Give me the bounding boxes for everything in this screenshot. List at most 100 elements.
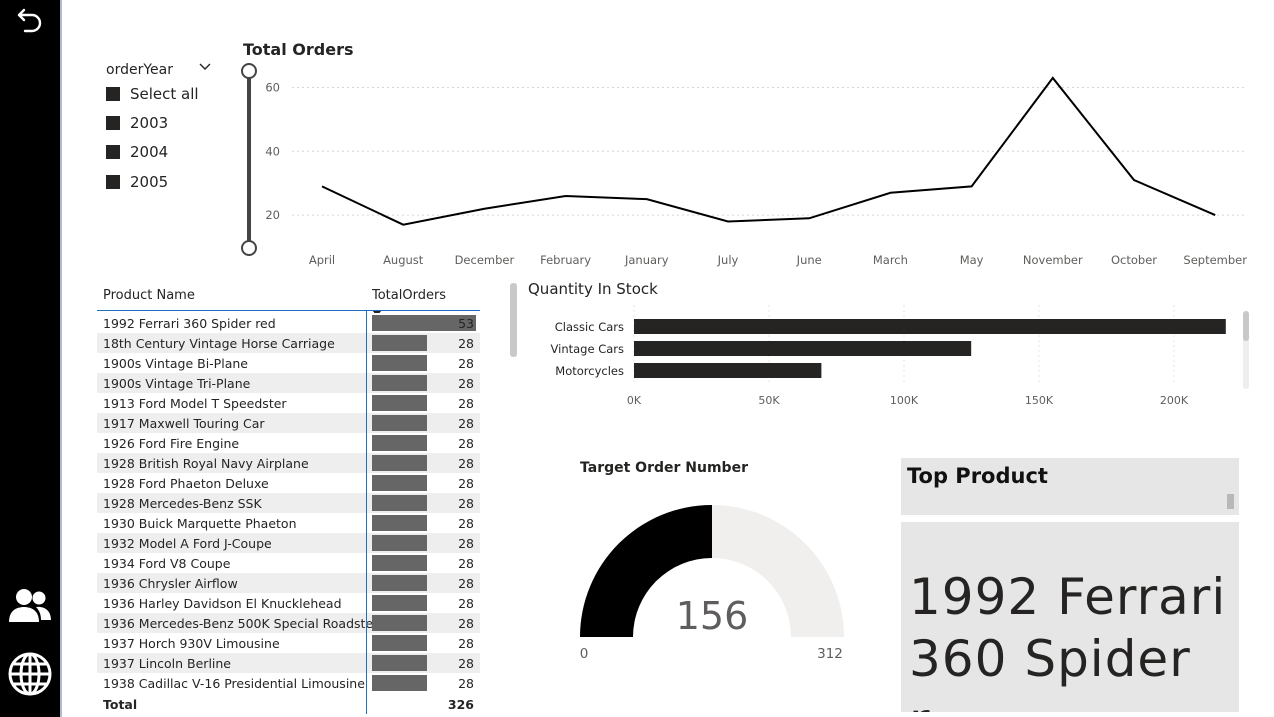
order-year-slicer: orderYear Select all 2003 2004 2005 [100, 56, 230, 206]
product-name-cell: 1937 Horch 930V Limousine [103, 636, 280, 651]
scrollbar[interactable] [510, 283, 517, 357]
slicer-item-select-all[interactable]: Select all [106, 83, 199, 105]
table-row[interactable]: 1926 Ford Fire Engine 28 [97, 433, 480, 453]
table-row[interactable]: 1917 Maxwell Touring Car 28 [97, 413, 480, 433]
data-bar [372, 555, 427, 571]
top-product-value-card: 1992 Ferrari 360 Spider r... [901, 522, 1239, 712]
table-row[interactable]: 1937 Horch 930V Limousine 28 [97, 633, 480, 653]
total-orders-cell: 28 [458, 596, 474, 611]
x-tick-label: May [960, 253, 984, 267]
quantity-in-stock-bar-chart: 0K 50K 100K 150K 200K Classic Cars Vintage Car… [551, 305, 1249, 407]
data-point [563, 193, 569, 199]
total-orders-line-chart: 20 40 60 April August December February January… [265, 76, 1247, 267]
product-name-cell: 1928 Mercedes-Benz SSK [103, 496, 262, 511]
product-name-cell: 1900s Vintage Bi-Plane [103, 356, 248, 371]
quantity-in-stock-title: Quantity In Stock [528, 280, 658, 298]
total-orders-cell: 28 [458, 536, 474, 551]
slicer-item-label: 2004 [130, 143, 169, 161]
table-row[interactable]: 1900s Vintage Bi-Plane 28 [97, 353, 480, 373]
data-bar [372, 335, 427, 351]
data-bar [372, 615, 427, 631]
data-point [725, 218, 731, 224]
product-name-cell: 1936 Chrysler Airflow [103, 576, 238, 591]
column-header-total-orders[interactable]: TotalOrders [372, 288, 447, 303]
total-orders-cell: 28 [458, 436, 474, 451]
data-bar [372, 355, 427, 371]
table-row[interactable]: 1932 Model A Ford J-Coupe 28 [97, 533, 480, 553]
category-label: Classic Cars [555, 320, 624, 334]
product-name-cell: 18th Century Vintage Horse Carriage [103, 336, 335, 351]
product-name-cell: 1928 Ford Phaeton Deluxe [103, 476, 269, 491]
table-row[interactable]: 1913 Ford Model T Speedster 28 [97, 393, 480, 413]
data-bar [372, 535, 427, 551]
total-orders-cell: 28 [458, 456, 474, 471]
globe-icon[interactable] [0, 648, 60, 700]
x-tick-label: 150K [1025, 394, 1054, 407]
table-row[interactable]: 1992 Ferrari 360 Spider red 53 [97, 313, 480, 333]
slider-bottom-handle[interactable] [241, 240, 257, 256]
slicer-item-2003[interactable]: 2003 [106, 112, 168, 134]
table-row[interactable]: 1928 British Royal Navy Airplane 28 [97, 453, 480, 473]
checkbox-icon[interactable] [106, 145, 120, 159]
product-name-cell: 1937 Lincoln Berline [103, 656, 231, 671]
x-tick-label: October [1111, 253, 1157, 267]
top-product-line-1: 1992 Ferrari [909, 568, 1227, 626]
table-row[interactable]: 1936 Harley Davidson El Knucklehead 28 [97, 593, 480, 613]
data-bar [372, 475, 427, 491]
top-product-card: Top Product [901, 458, 1239, 515]
total-orders-cell: 28 [458, 336, 474, 351]
table-row[interactable]: 1928 Mercedes-Benz SSK 28 [97, 493, 480, 513]
data-point [1131, 177, 1137, 183]
slider-top-handle[interactable] [241, 63, 257, 79]
data-bar [372, 515, 427, 531]
data-bar [372, 495, 427, 511]
data-point [644, 196, 650, 202]
y-range-slider[interactable] [240, 62, 258, 258]
column-header-product-name[interactable]: Product Name [103, 288, 195, 303]
table-row[interactable]: 1900s Vintage Tri-Plane 28 [97, 373, 480, 393]
slicer-item-2004[interactable]: 2004 [106, 141, 168, 163]
table-row[interactable]: 1928 Ford Phaeton Deluxe 28 [97, 473, 480, 493]
top-product-title: Top Product [907, 464, 1048, 488]
checkbox-icon[interactable] [106, 87, 120, 101]
data-bar [372, 675, 427, 691]
target-order-gauge: 156 0 312 [580, 505, 844, 662]
checkbox-icon[interactable] [106, 116, 120, 130]
total-orders-cell: 53 [458, 316, 474, 331]
x-tick-label: 50K [758, 394, 780, 407]
table-row[interactable]: 1938 Cadillac V-16 Presidential Limousin… [97, 673, 480, 693]
data-point [969, 183, 975, 189]
table-row[interactable]: 1937 Lincoln Berline 28 [97, 653, 480, 673]
product-name-cell: 1930 Buick Marquette Phaeton [103, 516, 297, 531]
x-tick-label: 0K [627, 394, 642, 407]
x-tick-label: July [717, 253, 739, 267]
data-bar [372, 635, 427, 651]
checkbox-icon[interactable] [106, 175, 120, 189]
slicer-title: orderYear [106, 62, 173, 78]
data-point [319, 183, 325, 189]
chevron-down-icon[interactable] [198, 60, 212, 74]
data-bar [372, 415, 427, 431]
table-row[interactable]: 1930 Buick Marquette Phaeton 28 [97, 513, 480, 533]
total-orders-cell: 28 [458, 416, 474, 431]
total-orders-cell: 28 [458, 496, 474, 511]
table-row[interactable]: 1934 Ford V8 Coupe 28 [97, 553, 480, 573]
total-orders-cell: 28 [458, 616, 474, 631]
y-tick-label: 40 [265, 144, 280, 158]
data-bar [372, 595, 427, 611]
table-row[interactable]: 1936 Mercedes-Benz 500K Special Roadster… [97, 613, 480, 633]
table-total-row: Total 326 [97, 694, 480, 714]
product-name-cell: 1992 Ferrari 360 Spider red [103, 316, 276, 331]
table-row[interactable]: 18th Century Vintage Horse Carriage 28 [97, 333, 480, 353]
data-bar [372, 435, 427, 451]
back-arrow-icon[interactable] [0, 2, 60, 38]
table-row[interactable]: 1936 Chrysler Airflow 28 [97, 573, 480, 593]
bar [634, 341, 972, 356]
product-name-cell: 1926 Ford Fire Engine [103, 436, 240, 451]
bar [634, 363, 822, 378]
slicer-item-label: Select all [130, 85, 199, 103]
scrollbar[interactable] [1227, 494, 1234, 509]
people-icon[interactable] [0, 582, 60, 630]
gauge-value: 156 [676, 594, 749, 638]
slicer-item-2005[interactable]: 2005 [106, 171, 168, 193]
